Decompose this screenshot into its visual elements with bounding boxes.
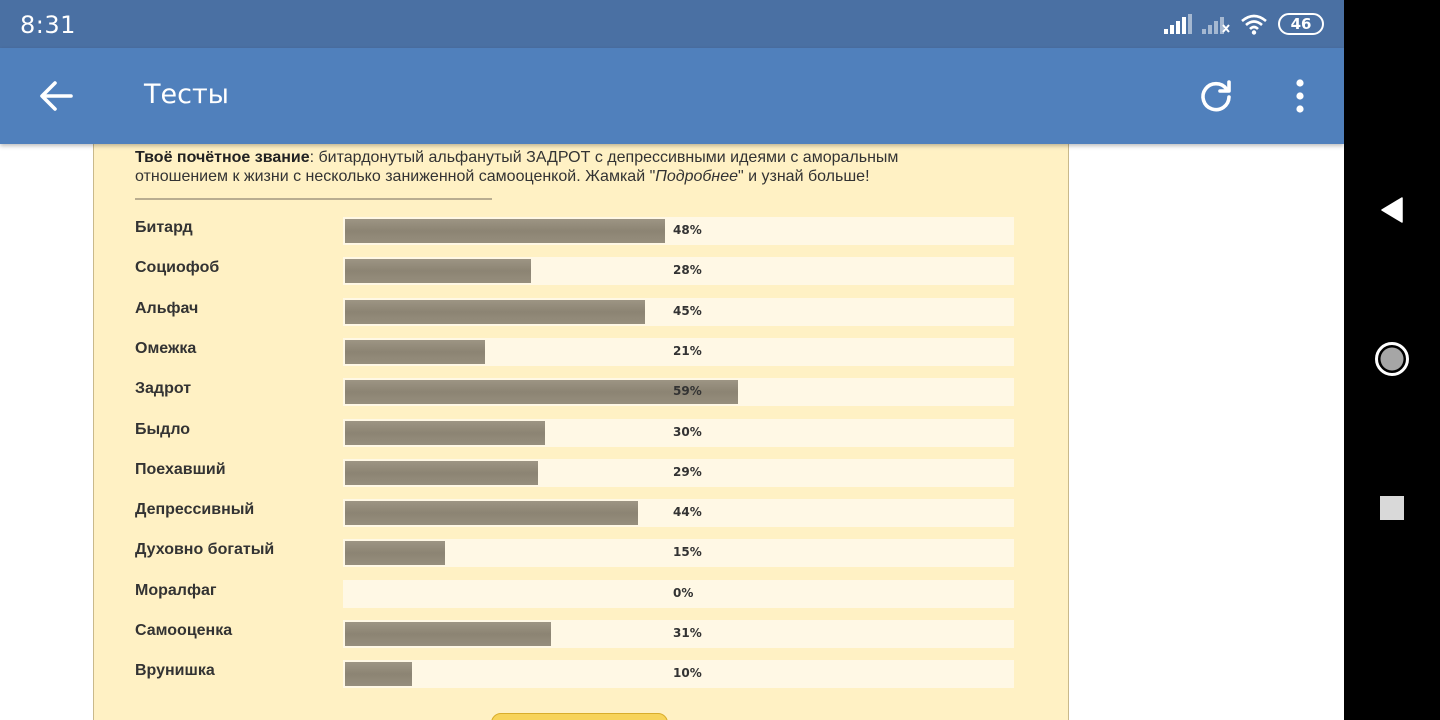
- row-label: Битард: [135, 219, 193, 236]
- signal-off-icon: [1202, 17, 1230, 34]
- app-screen: 8:31 46: [0, 0, 1344, 720]
- status-icons: 46: [1164, 12, 1324, 36]
- bar-value-label: 15%: [673, 545, 702, 560]
- bar-value-label: 28%: [673, 263, 702, 278]
- status-bar: 8:31 46: [0, 0, 1344, 48]
- bar-value-label: 44%: [673, 505, 702, 520]
- row-label: Моралфаг: [135, 581, 217, 599]
- row-label: Духовно богатый: [135, 541, 275, 559]
- square-recents-icon: [1380, 496, 1404, 520]
- nav-back-button[interactable]: [1368, 186, 1416, 234]
- bar-track: 31%: [343, 620, 1014, 648]
- bar-track: 0%: [343, 579, 1014, 608]
- back-button[interactable]: [28, 72, 84, 120]
- divider: [135, 198, 492, 200]
- bar: [345, 380, 738, 405]
- refresh-icon: [1201, 80, 1231, 112]
- navigation-bar: [1344, 0, 1440, 720]
- bar: [345, 501, 639, 526]
- bar-value-label: 48%: [673, 223, 702, 237]
- bar-value-label: 45%: [673, 303, 702, 318]
- row-label: Альфач: [135, 299, 199, 317]
- bar: [345, 420, 545, 445]
- bar: [345, 299, 645, 324]
- page-title: Тесты: [144, 79, 229, 110]
- status-time: 8:31: [20, 11, 76, 39]
- bar-track: 15%: [343, 539, 1014, 568]
- wifi-icon: [1241, 14, 1267, 35]
- app-bar: Тесты: [0, 48, 1344, 144]
- bar-track: 29%: [343, 458, 1014, 487]
- row-label: Задрот: [135, 380, 192, 398]
- bar-track: 44%: [343, 499, 1014, 528]
- title-label: Твоё почётное звание: [135, 149, 310, 166]
- circle-home-icon: [1375, 342, 1409, 376]
- bar-track: 45%: [343, 297, 1014, 326]
- bar: [345, 339, 485, 364]
- signal-icon: [1164, 14, 1192, 34]
- row-label: Быдло: [135, 420, 191, 438]
- details-button[interactable]: [491, 713, 668, 720]
- bar-track: 21%: [343, 337, 1014, 366]
- bar-value-label: 21%: [673, 343, 702, 358]
- bar: [345, 622, 552, 646]
- summary-tail: " и узнай больше!: [737, 168, 870, 185]
- row-label: Депрессивный: [135, 501, 255, 519]
- bar-track: 48%: [343, 217, 1014, 245]
- bar: [345, 662, 412, 687]
- row-label: Врунишка: [135, 662, 215, 680]
- bar-value-label: 29%: [673, 464, 702, 479]
- row-label: Поехавший: [135, 460, 226, 478]
- bar-value-label: 10%: [673, 666, 702, 681]
- triangle-back-icon: [1381, 197, 1403, 223]
- nav-recents-button[interactable]: [1368, 484, 1416, 532]
- bar-track: 59%: [343, 378, 1014, 407]
- bar-value-label: 0%: [673, 585, 694, 600]
- nav-home-button[interactable]: [1368, 335, 1416, 383]
- battery-indicator: 46: [1278, 13, 1324, 35]
- bar: [345, 219, 665, 243]
- bar-track: 10%: [343, 660, 1014, 689]
- bar-value-label: 59%: [673, 384, 702, 399]
- bar: [345, 541, 445, 566]
- arrow-left-icon: [40, 81, 73, 111]
- bar-track: 30%: [343, 418, 1014, 447]
- details-word: Подробнее: [655, 168, 738, 185]
- bar-value-label: 31%: [673, 626, 702, 640]
- bar-value-label: 30%: [673, 424, 702, 439]
- row-label: Социофоб: [135, 259, 220, 277]
- result-summary: Твоё почётное звание: битардонутый альфа…: [135, 148, 955, 186]
- row-label: Омежка: [135, 339, 197, 357]
- title-text: : битардонутый альфанутый ЗАДРОТ с депре…: [135, 149, 899, 185]
- row-label: Самооценка: [135, 622, 233, 639]
- more-options-button[interactable]: [1276, 72, 1324, 120]
- more-vertical-icon: [1296, 79, 1304, 113]
- bar: [345, 460, 539, 485]
- refresh-button[interactable]: [1192, 72, 1240, 120]
- bar-track: 28%: [343, 257, 1014, 286]
- bar: [345, 259, 532, 284]
